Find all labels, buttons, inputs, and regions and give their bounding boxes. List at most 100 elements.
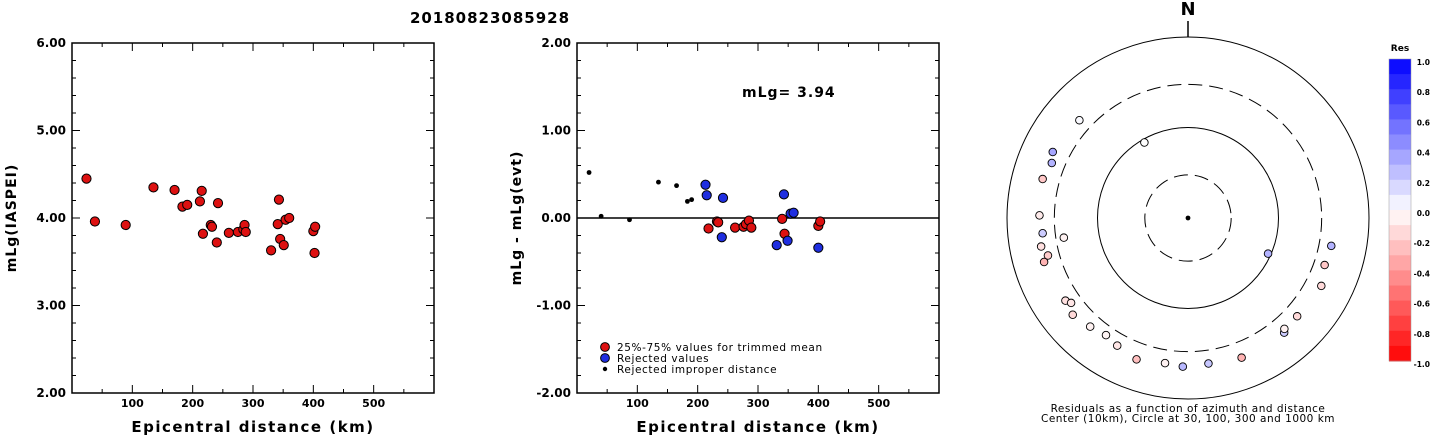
legend-label: 25%-75% values for trimmed mean <box>617 342 823 354</box>
colorbar-cell <box>1389 285 1411 302</box>
station-residual-marker <box>1112 341 1122 350</box>
data-point <box>309 247 320 259</box>
station-residual-marker <box>1085 322 1095 331</box>
data-point <box>815 216 826 227</box>
colorbar-cell <box>1389 225 1411 241</box>
data-point <box>777 213 788 224</box>
colorbar-cell <box>1389 270 1411 286</box>
polar-residual-chart: N Residuals as a function of azimuth and … <box>1006 0 1430 425</box>
colorbar-cell <box>1389 89 1411 105</box>
colorbar-tick-label: 0.4 <box>1417 149 1430 158</box>
data-point <box>182 199 193 210</box>
y-tick-label: 5.00 <box>36 124 66 138</box>
epicenter-dot <box>1185 215 1191 221</box>
x-tick-label: 100 <box>626 397 649 410</box>
legend-marker <box>600 353 610 363</box>
colorbar-tick-label: -0.8 <box>1414 330 1430 339</box>
colorbar-tick-label: -0.6 <box>1414 300 1430 309</box>
colorbar-tick-label: 1.0 <box>1417 58 1430 67</box>
colorbar-cell <box>1389 330 1411 347</box>
colorbar-frame <box>1388 58 1412 362</box>
colorbar-tick-label: 0.6 <box>1417 118 1430 127</box>
polar-caption-line: Center (10km), Circle at 30, 100, 300 an… <box>1041 413 1335 425</box>
x-tick-label: 300 <box>747 397 770 410</box>
data-point <box>729 222 741 233</box>
data-point-improper <box>685 198 690 204</box>
x-tick-label: 100 <box>121 397 144 410</box>
y-tick-label: -2.00 <box>536 386 571 400</box>
station-residual-marker <box>1047 158 1057 168</box>
y-tick-label: 2.00 <box>541 36 571 50</box>
colorbar-tick-label: -1.0 <box>1414 360 1430 369</box>
legend-marker <box>600 342 610 352</box>
data-point <box>771 240 782 251</box>
x-tick-label: 500 <box>867 397 890 410</box>
colorbar-cell <box>1389 149 1411 166</box>
colorbar-cell <box>1389 315 1411 332</box>
station-residual-marker <box>1068 310 1077 319</box>
data-point <box>211 237 222 248</box>
distance-ring-30km <box>1144 174 1232 262</box>
colorbar-tick-label: 0.8 <box>1417 88 1430 97</box>
data-point <box>716 232 727 243</box>
colorbar-cell <box>1389 104 1411 120</box>
colorbar-cell <box>1389 164 1411 181</box>
station-residual-marker <box>1038 229 1047 238</box>
data-point <box>194 196 206 207</box>
y-axis-label: mLg(IASPEI) <box>4 164 20 273</box>
x-tick-label: 400 <box>807 397 830 410</box>
y-tick-label: 2.00 <box>36 386 66 400</box>
data-point-improper <box>689 197 695 203</box>
station-residual-marker <box>1263 249 1273 258</box>
data-point <box>197 228 209 239</box>
data-point <box>148 182 159 193</box>
station-residual-marker <box>1140 138 1149 147</box>
station-residual-marker <box>1048 147 1057 157</box>
station-residual-marker <box>1101 330 1111 340</box>
data-point <box>223 227 234 238</box>
data-point <box>206 221 218 232</box>
x-tick-label: 200 <box>686 397 709 410</box>
colorbar-cell <box>1389 74 1411 90</box>
legend-label: Rejected values <box>617 353 709 365</box>
data-point <box>89 216 101 227</box>
station-residual-marker <box>1204 359 1213 368</box>
station-residual-marker <box>1317 281 1326 291</box>
polar-caption-line: Residuals as a function of azimuth and d… <box>1051 403 1326 415</box>
station-residual-marker <box>1280 324 1289 334</box>
station-residual-marker <box>1320 260 1329 270</box>
y-axis-label: mLg - mLg(evt) <box>509 151 525 286</box>
north-label: N <box>1180 0 1195 20</box>
data-point <box>778 189 790 200</box>
data-point <box>169 184 180 196</box>
data-point <box>266 245 277 256</box>
colorbar-cell <box>1389 300 1411 317</box>
x-tick-label: 500 <box>362 397 385 410</box>
data-point-improper <box>656 179 661 185</box>
colorbar-title: Res <box>1391 44 1409 54</box>
magnitude-vs-distance-chart: 100 200 300 400 500 2.00 3.00 4.00 5.00 6.00 Epice… <box>4 36 435 436</box>
legend-label: Rejected improper distance <box>617 364 777 376</box>
station-residual-marker <box>1237 353 1246 362</box>
station-residual-marker <box>1327 241 1336 251</box>
station-residual-marker <box>1036 242 1046 251</box>
data-point <box>813 242 824 253</box>
y-tick-label: 4.00 <box>36 211 66 225</box>
data-point <box>240 226 251 238</box>
data-point <box>701 190 712 201</box>
data-point-improper <box>586 170 592 175</box>
colorbar-tick-label: -0.4 <box>1414 269 1430 278</box>
colorbar-cell <box>1389 179 1411 196</box>
data-point <box>703 223 714 234</box>
data-point <box>272 219 283 230</box>
y-tick-label: 6.00 <box>36 36 66 50</box>
data-point <box>120 219 131 231</box>
figure-title: 20180823085928 <box>410 9 570 27</box>
colorbar-cell <box>1389 210 1411 226</box>
station-residual-marker <box>1132 355 1141 364</box>
x-axis-label: Epicentral distance (km) <box>636 418 879 436</box>
station-residual-marker <box>1043 251 1053 260</box>
plot-frame <box>71 42 435 394</box>
station-residual-marker <box>1038 174 1047 184</box>
